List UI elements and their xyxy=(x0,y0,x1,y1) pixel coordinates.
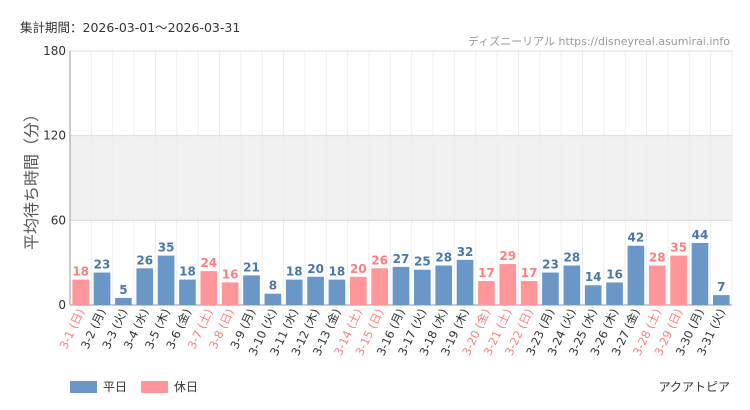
bar-value-label: 7 xyxy=(717,280,725,294)
bar-value-label: 18 xyxy=(329,265,346,279)
bar-value-label: 17 xyxy=(478,266,495,280)
period-label: 集計期間：2026-03-01～2026-03-31 xyxy=(20,20,241,35)
bar-value-label: 24 xyxy=(200,256,217,270)
bar xyxy=(520,281,538,305)
bar-value-label: 44 xyxy=(692,228,709,242)
site-credit: ディズニーリアル https://disneyreal.asumirai.inf… xyxy=(467,35,730,48)
bar xyxy=(93,272,111,305)
bar xyxy=(328,279,346,305)
bar xyxy=(456,259,474,305)
bar-value-label: 20 xyxy=(307,262,324,276)
bar-value-label: 28 xyxy=(563,250,580,264)
bar xyxy=(627,245,645,305)
legend-item-weekday: 平日 xyxy=(70,378,127,395)
bar xyxy=(157,255,175,305)
bar-value-label: 35 xyxy=(670,241,687,255)
bar xyxy=(349,276,367,305)
grid-band xyxy=(70,135,732,221)
bar xyxy=(712,295,730,305)
bar xyxy=(179,279,196,305)
bar-value-label: 28 xyxy=(649,250,666,264)
bar xyxy=(285,279,303,305)
bar xyxy=(414,269,431,305)
bar xyxy=(563,265,581,305)
bar-value-label: 28 xyxy=(435,250,452,264)
bar xyxy=(584,285,602,305)
bar-value-label: 16 xyxy=(222,267,239,281)
y-tick-label: 120 xyxy=(43,129,66,143)
bar-value-label: 23 xyxy=(542,258,559,272)
bar xyxy=(392,266,410,305)
bar-value-label: 29 xyxy=(499,249,516,263)
bar-value-label: 32 xyxy=(457,245,474,259)
bar-value-label: 26 xyxy=(371,253,388,267)
bar-value-label: 20 xyxy=(350,262,367,276)
bar-value-label: 35 xyxy=(158,241,175,255)
bar xyxy=(371,268,388,305)
bar xyxy=(243,275,260,305)
bar-value-label: 8 xyxy=(269,279,277,293)
bar xyxy=(435,265,453,305)
bar-value-label: 42 xyxy=(628,231,645,245)
bar xyxy=(200,271,218,305)
bar xyxy=(542,272,559,305)
bar-value-label: 17 xyxy=(521,266,538,280)
y-tick-label: 0 xyxy=(58,298,66,312)
bar xyxy=(670,255,687,305)
bar xyxy=(136,268,154,305)
bar xyxy=(606,282,623,305)
legend-label-holiday: 休日 xyxy=(174,380,199,394)
bar-value-label: 18 xyxy=(72,265,89,279)
y-tick-label: 60 xyxy=(51,213,66,227)
y-axis-title: 平均待ち時間（分） xyxy=(22,106,41,250)
legend-item-holiday: 休日 xyxy=(141,378,198,395)
legend: 平日 休日 xyxy=(70,378,212,395)
bar-value-label: 18 xyxy=(286,265,303,279)
bar-value-label: 26 xyxy=(136,253,153,267)
bar xyxy=(115,297,132,305)
bar-value-label: 21 xyxy=(243,260,260,274)
park-name: アクアトピア xyxy=(658,380,730,394)
bar-value-label: 16 xyxy=(606,267,623,281)
bar xyxy=(264,293,282,305)
bar-value-label: 18 xyxy=(179,265,196,279)
legend-label-weekday: 平日 xyxy=(103,380,128,394)
bar-value-label: 23 xyxy=(94,258,111,272)
bar xyxy=(499,264,517,305)
bar-value-label: 25 xyxy=(414,255,431,269)
legend-swatch-weekday xyxy=(70,380,97,393)
bar xyxy=(478,281,495,305)
y-tick-label: 180 xyxy=(43,44,66,58)
bar-value-label: 14 xyxy=(585,270,602,284)
bar xyxy=(648,265,666,305)
bar-value-label: 5 xyxy=(119,283,127,297)
bar xyxy=(72,279,90,305)
bar xyxy=(307,276,324,305)
bar xyxy=(221,282,239,305)
legend-swatch-holiday xyxy=(141,380,169,393)
bar xyxy=(691,242,709,305)
bar-value-label: 27 xyxy=(393,252,410,266)
